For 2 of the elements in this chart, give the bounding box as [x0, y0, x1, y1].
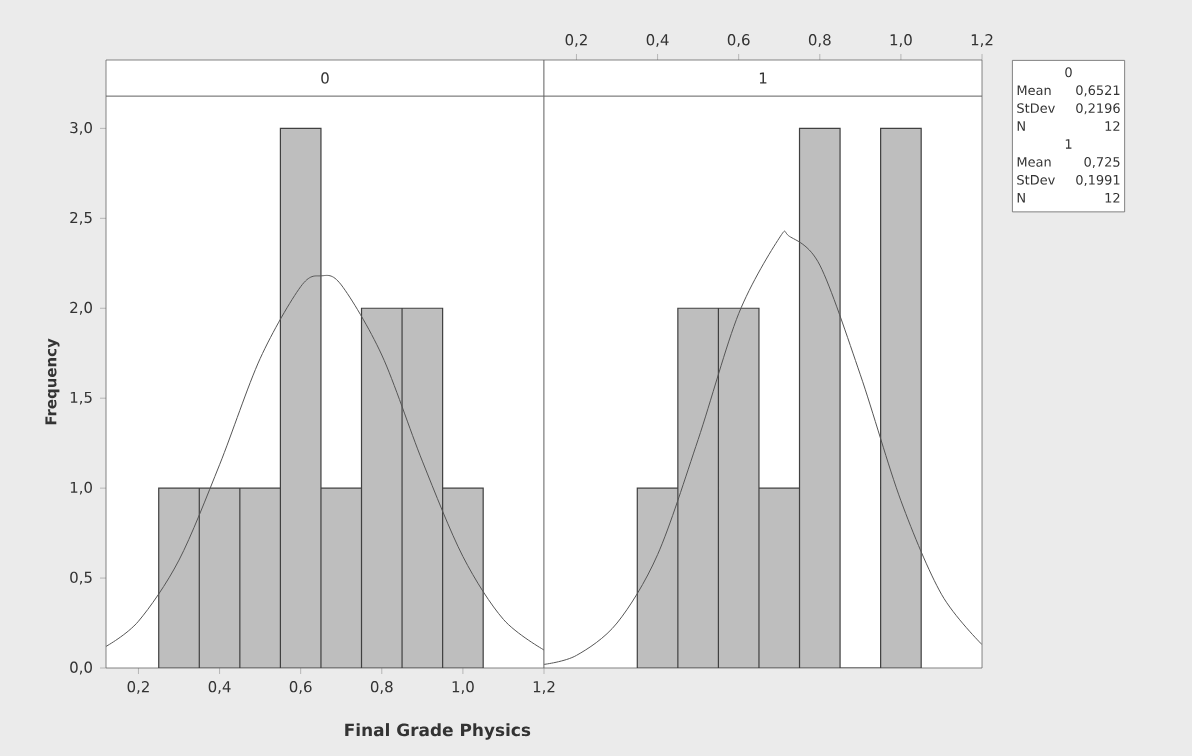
- x-axis-title: Final Grade Physics: [345, 723, 531, 740]
- line-series: [106, 275, 545, 651]
